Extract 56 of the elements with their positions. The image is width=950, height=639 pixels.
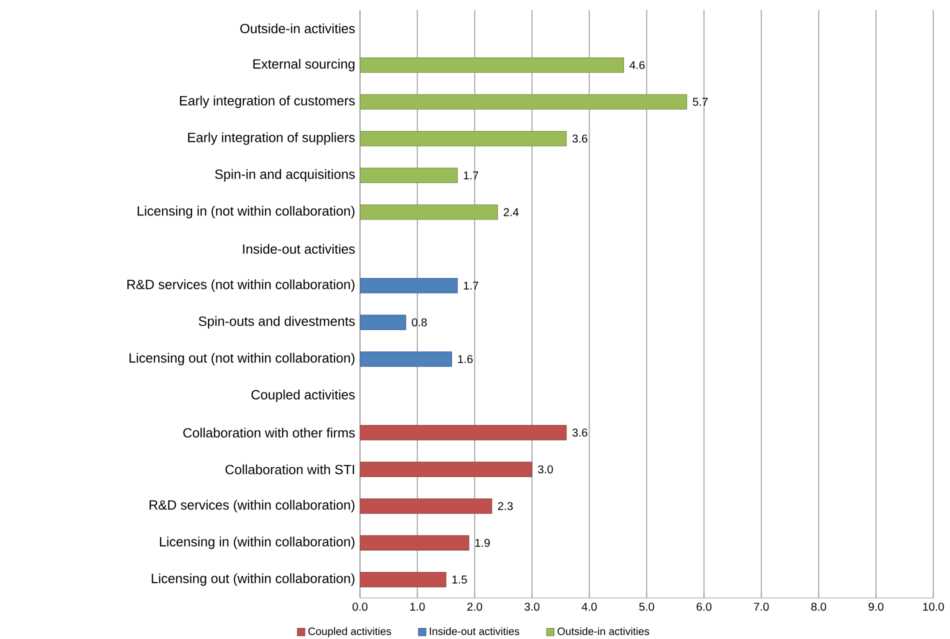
x-tick-label: 7.0 xyxy=(754,602,769,611)
y-tick-label: Inside-out activities xyxy=(243,244,355,254)
bar xyxy=(360,425,567,440)
legend-label: Inside-out activities xyxy=(430,627,520,636)
x-tick-label: 9.0 xyxy=(868,602,884,611)
y-tick-label: R&D services (within collaboration) xyxy=(150,500,354,512)
x-tick-label: 0.0 xyxy=(352,602,368,611)
y-tick-label: Early integration of suppliers xyxy=(188,132,355,145)
y-tick-label: Licensing in (within collaboration) xyxy=(160,536,354,550)
data-label: 3.0 xyxy=(538,465,553,474)
data-label: 5.7 xyxy=(692,98,708,106)
data-label: 1.7 xyxy=(464,171,478,180)
x-tick-label: 5.0 xyxy=(639,602,654,611)
x-tick-label: 6.0 xyxy=(696,602,712,611)
bar xyxy=(360,535,470,550)
y-tick-label: Early integration of customers xyxy=(180,96,355,108)
bar xyxy=(360,204,498,220)
x-tick-label: 4.0 xyxy=(582,602,597,611)
bar xyxy=(360,94,688,110)
data-label: 3.6 xyxy=(572,134,588,143)
x-tick-label: 3.0 xyxy=(524,602,540,611)
x-tick-label: 10.0 xyxy=(923,602,944,611)
x-tick-label: 2.0 xyxy=(467,602,482,611)
y-tick-label: R&D services (not within collaboration) xyxy=(127,279,354,292)
data-label: 1.7 xyxy=(464,282,478,290)
data-label: 1.6 xyxy=(458,355,473,364)
y-tick-label: Collaboration with other firms xyxy=(183,428,355,438)
y-tick-label: Licensing out (within collaboration) xyxy=(152,573,354,586)
data-label: 1.5 xyxy=(452,576,467,584)
bar xyxy=(360,131,567,146)
data-label: 3.6 xyxy=(572,428,588,437)
bar xyxy=(360,572,446,588)
data-label: 2.3 xyxy=(498,502,513,510)
y-tick-label: Licensing in (not within collaboration) xyxy=(138,206,354,218)
y-tick-label: Coupled activities xyxy=(251,390,355,402)
bar xyxy=(360,168,458,183)
bar xyxy=(360,498,492,514)
y-tick-label: Licensing out (not within collaboration) xyxy=(130,352,354,366)
data-label: 0.8 xyxy=(412,318,427,326)
bar xyxy=(360,278,458,294)
y-tick-label: Spin-in and acquisitions xyxy=(215,169,355,182)
bar xyxy=(360,58,624,73)
data-label: 4.6 xyxy=(630,61,645,70)
bar xyxy=(360,352,452,367)
x-tick-label: 1.0 xyxy=(410,602,425,611)
data-label: 1.9 xyxy=(475,538,490,547)
x-tick-label: 8.0 xyxy=(811,602,826,611)
y-tick-label: Spin-outs and divestments xyxy=(198,316,355,329)
y-tick-label: Collaboration with STI xyxy=(226,464,354,474)
bar xyxy=(360,314,406,330)
legend-label: Coupled activities xyxy=(308,627,392,638)
legend-label: Outside-in activities xyxy=(558,627,650,636)
y-tick-label: External sourcing xyxy=(253,58,354,72)
y-tick-label: Outside-in activities xyxy=(240,23,355,34)
data-label: 2.4 xyxy=(504,208,519,216)
bar xyxy=(360,462,532,477)
